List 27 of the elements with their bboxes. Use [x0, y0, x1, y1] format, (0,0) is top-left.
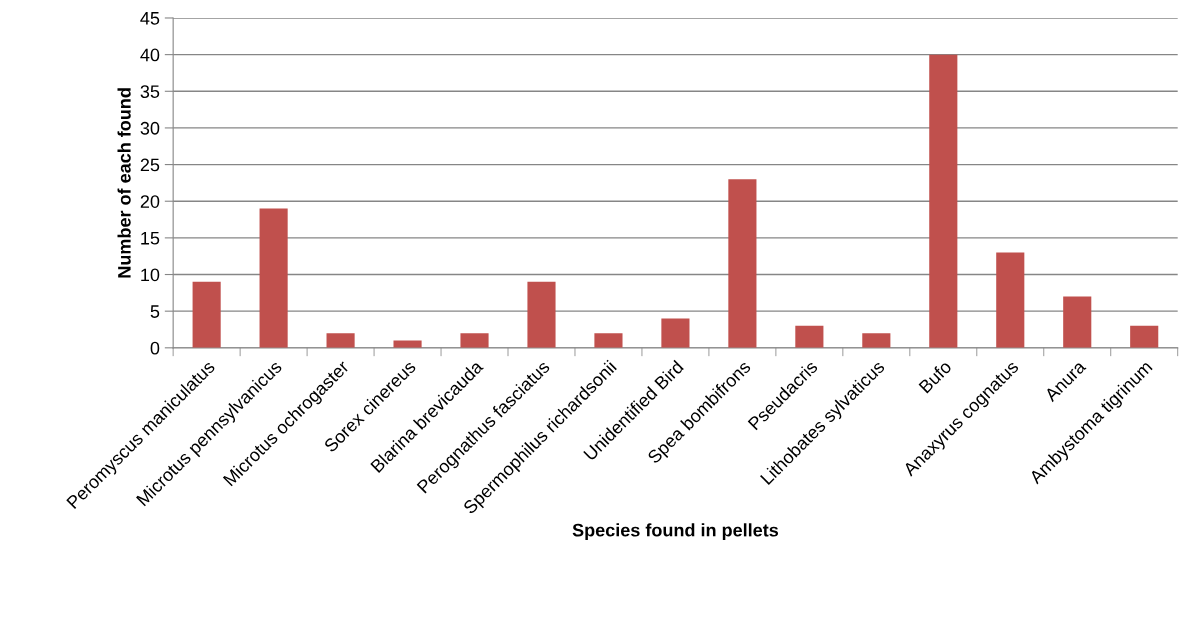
- y-tick-label: 20: [140, 195, 160, 208]
- bar: [1063, 296, 1092, 348]
- bar: [1130, 325, 1159, 348]
- x-axis-title: Species found in pellets: [572, 523, 779, 541]
- y-tick-label: 10: [141, 268, 160, 282]
- bar: [862, 333, 891, 348]
- y-tick-label: 5: [150, 305, 160, 318]
- y-tick-label: 25: [140, 158, 160, 172]
- bar: [326, 333, 355, 348]
- bar: [996, 252, 1025, 348]
- bar: [527, 281, 556, 348]
- bar: [929, 54, 958, 348]
- bar: [795, 325, 824, 348]
- bar: [460, 333, 489, 348]
- bar: [259, 208, 288, 348]
- bar: [594, 333, 623, 348]
- bar: [192, 281, 221, 348]
- bar: [393, 340, 422, 348]
- y-axis-title: Number of each found: [117, 88, 131, 278]
- y-tick-label: 45: [140, 12, 160, 25]
- bar: [661, 318, 690, 348]
- y-tick-label: 15: [141, 231, 160, 245]
- y-tick-label: 35: [140, 85, 160, 98]
- y-tick-label: 0: [150, 341, 160, 355]
- y-tick-label: 30: [140, 121, 160, 135]
- y-tick-label: 40: [140, 48, 160, 62]
- bar: [728, 179, 757, 348]
